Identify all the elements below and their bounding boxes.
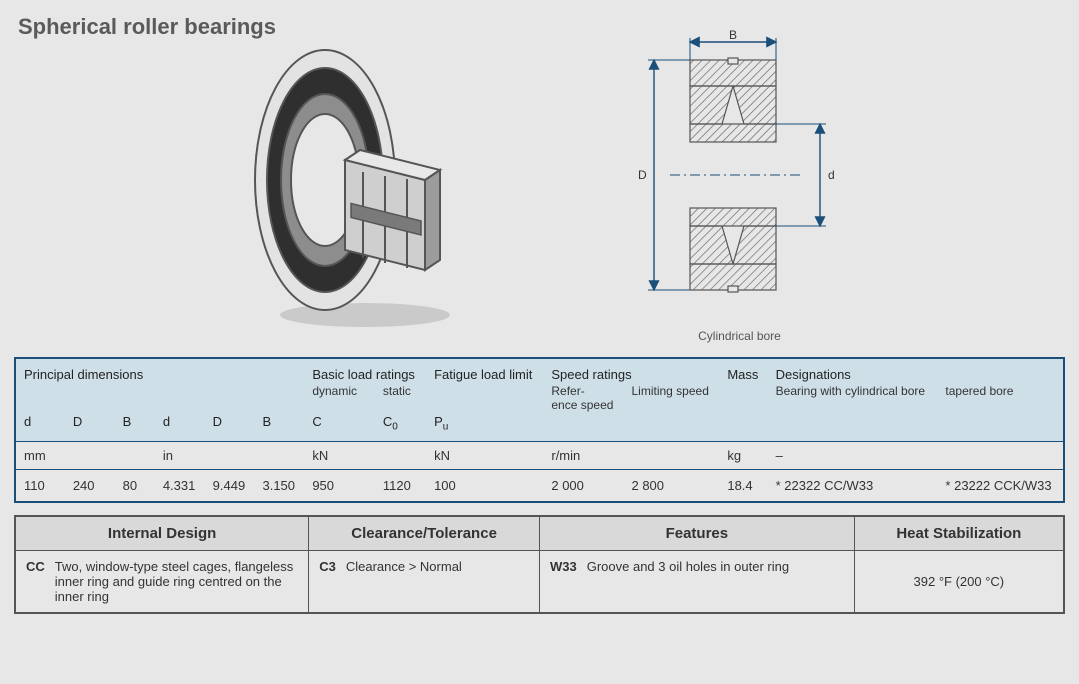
dim-label-D: D xyxy=(638,168,647,182)
info-code-1: C3 xyxy=(319,559,336,574)
val-d-mm: 110 xyxy=(15,469,65,502)
sym-D: D xyxy=(65,414,115,441)
hdr-static: static xyxy=(375,384,426,414)
info-text-0: Two, window-type steel cages, flangeless… xyxy=(55,559,298,604)
sym-d-in: d xyxy=(155,414,205,441)
info-code-2: W33 xyxy=(550,559,577,574)
sym-C: C xyxy=(304,414,375,441)
hdr-ref-speed: Refer- ence speed xyxy=(543,384,623,414)
info-text-3: 392 °F (200 °C) xyxy=(914,574,1005,589)
hdr-fatigue: Fatigue load limit xyxy=(426,358,543,384)
hdr-principal: Principal dimensions xyxy=(15,358,155,384)
val-C0: 1120 xyxy=(375,469,426,502)
val-lim-speed: 2 800 xyxy=(623,469,719,502)
hdr-speed: Speed ratings xyxy=(543,358,719,384)
val-desig-tap: * 23222 CCK/W33 xyxy=(937,469,1064,502)
header-figures: B D d Cylindrical bore xyxy=(14,30,1065,343)
sym-C0: C0 xyxy=(375,414,426,441)
hdr-designations: Designations xyxy=(768,358,1064,384)
unit-in: in xyxy=(155,441,304,469)
unit-kg: kg xyxy=(719,441,767,469)
info-cell-2: W33 Groove and 3 oil holes in outer ring xyxy=(539,550,854,613)
unit-dash: – xyxy=(768,441,1064,469)
info-hdr-0: Internal Design xyxy=(15,516,309,551)
sym-B-in: B xyxy=(254,414,304,441)
sym-D-in: D xyxy=(205,414,255,441)
info-text-2: Groove and 3 oil holes in outer ring xyxy=(587,559,789,574)
val-D-in: 9.449 xyxy=(205,469,255,502)
sym-d: d xyxy=(15,414,65,441)
info-cell-1: C3 Clearance > Normal xyxy=(309,550,540,613)
unit-mm: mm xyxy=(15,441,155,469)
unit-rmin: r/min xyxy=(543,441,719,469)
dimension-caption: Cylindrical bore xyxy=(630,329,850,343)
sym-B: B xyxy=(115,414,155,441)
bearing-3d-figure xyxy=(230,30,460,330)
val-desig-cyl: * 22322 CC/W33 xyxy=(768,469,938,502)
info-cell-0: CC Two, window-type steel cages, flangel… xyxy=(15,550,309,613)
val-C: 950 xyxy=(304,469,375,502)
unit-kN2: kN xyxy=(426,441,543,469)
hdr-dynamic: dynamic xyxy=(304,384,375,414)
hdr-desig-tap: tapered bore xyxy=(937,384,1064,414)
hdr-lim-speed: Limiting speed xyxy=(623,384,719,414)
val-mass: 18.4 xyxy=(719,469,767,502)
dim-label-B: B xyxy=(729,30,737,42)
hdr-mass: Mass xyxy=(719,358,767,384)
info-text-1: Clearance > Normal xyxy=(346,559,462,574)
info-code-0: CC xyxy=(26,559,45,604)
sym-Pu: Pu xyxy=(426,414,543,441)
val-d-in: 4.331 xyxy=(155,469,205,502)
val-ref-speed: 2 000 xyxy=(543,469,623,502)
val-B-in: 3.150 xyxy=(254,469,304,502)
dimension-diagram: B D d Cylindrical bore xyxy=(630,30,850,343)
dim-label-d: d xyxy=(828,168,835,182)
info-table: Internal Design Clearance/Tolerance Feat… xyxy=(14,515,1065,614)
val-Pu: 100 xyxy=(426,469,543,502)
hdr-basic-load: Basic load ratings xyxy=(304,358,426,384)
hdr-desig-cyl: Bearing with cylindrical bore xyxy=(768,384,938,414)
unit-kN: kN xyxy=(304,441,426,469)
val-B-mm: 80 xyxy=(115,469,155,502)
info-hdr-2: Features xyxy=(539,516,854,551)
specification-table: Principal dimensions Basic load ratings … xyxy=(14,357,1065,503)
info-cell-3: 392 °F (200 °C) xyxy=(854,550,1064,613)
info-hdr-3: Heat Stabilization xyxy=(854,516,1064,551)
val-D-mm: 240 xyxy=(65,469,115,502)
info-hdr-1: Clearance/Tolerance xyxy=(309,516,540,551)
table-row: 110 240 80 4.331 9.449 3.150 950 1120 10… xyxy=(15,469,1064,502)
